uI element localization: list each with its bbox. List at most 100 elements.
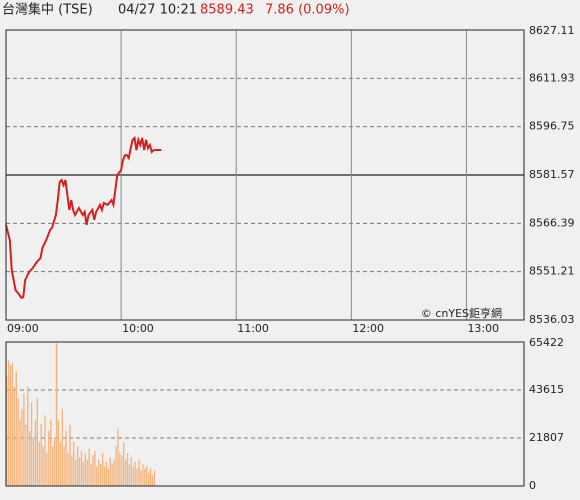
volume-bar [15, 371, 17, 486]
volume-bar [30, 402, 33, 486]
volume-bar [11, 362, 14, 486]
volume-bar [144, 468, 146, 486]
volume-bar [71, 455, 73, 486]
annotation: © cnYES鉅亨網 [421, 306, 502, 320]
y-tick-label: 8536.03 [529, 313, 575, 326]
volume-bar [76, 446, 79, 486]
volume-bar [88, 448, 90, 486]
volume-bar [128, 463, 131, 486]
y-tick-label: 8611.93 [529, 71, 575, 84]
volume-bar [94, 450, 96, 486]
volume-bar [107, 468, 109, 486]
volume-bar [38, 441, 40, 486]
volume-bar [44, 415, 46, 486]
volume-bar [134, 461, 136, 486]
volume-bar [69, 424, 71, 486]
volume-bar [34, 419, 37, 486]
index-name: 台灣集中 (TSE) [2, 2, 93, 18]
volume-bar [146, 466, 148, 486]
price-line [5, 135, 162, 299]
y-tick-label: 0 [529, 479, 536, 492]
volume-bar [103, 466, 106, 486]
volume-bar [13, 386, 15, 486]
volume-bar [124, 459, 127, 486]
volume-bar [50, 419, 52, 486]
volume-bar [21, 408, 23, 486]
volume-bar [98, 459, 100, 486]
volume-bar [23, 393, 25, 486]
volume-bar [123, 441, 125, 486]
volume-bar [140, 470, 142, 486]
volume-bar [57, 419, 60, 486]
volume-bar [86, 459, 88, 486]
volume-bar [136, 468, 138, 486]
volume-bar [82, 461, 85, 486]
volume-bar [147, 472, 150, 486]
volume-bar [48, 430, 50, 486]
volume-bar [67, 452, 69, 486]
volume-bar [63, 446, 65, 486]
volume-bar [115, 446, 117, 486]
volume-bar [36, 397, 38, 486]
volume-bar [32, 437, 35, 486]
volume-bar [6, 375, 8, 486]
y-tick-label: 8581.57 [529, 168, 575, 181]
volume-bar [101, 452, 104, 486]
volume-bar [17, 397, 19, 486]
volume-bar [65, 430, 67, 486]
volume-bar [90, 463, 92, 486]
volume-bar [25, 424, 27, 486]
volume-bar [92, 455, 94, 486]
volume-bar [7, 360, 10, 486]
y-tick-label: 43615 [529, 383, 564, 396]
volume-bar [138, 459, 140, 486]
volume-bar [53, 437, 56, 486]
plot-border [5, 341, 525, 487]
volume-bar [151, 474, 154, 486]
x-tick-label: 13:00 [467, 322, 499, 335]
y-tick-label: 8627.11 [529, 24, 575, 37]
volume-bar [142, 463, 144, 486]
y-tick-label: 8596.75 [529, 120, 575, 133]
volume-bar [19, 419, 21, 486]
volume-bar [9, 364, 12, 486]
volume-bar [73, 441, 75, 486]
volume-bar [113, 459, 115, 486]
price: 8589.43 [200, 3, 254, 18]
volume-bar [130, 457, 133, 486]
volume-bar [59, 441, 62, 486]
volume-bar [52, 446, 54, 486]
volume-bar [105, 461, 108, 486]
volume-bar [121, 455, 123, 486]
change: 7.86 (0.09%) [265, 3, 350, 18]
volume-bar [29, 430, 31, 486]
y-tick-label: 65422 [529, 336, 564, 349]
volume-bar [132, 466, 134, 486]
x-tick-label: 10:00 [122, 322, 154, 335]
volume-bar [96, 466, 98, 486]
volume-bar [80, 450, 83, 486]
volume-bar [117, 428, 119, 486]
volume-bar [119, 452, 121, 486]
datetime: 04/27 10:21 [118, 3, 197, 18]
volume-bar [55, 342, 58, 486]
y-tick-label: 8566.39 [529, 216, 575, 229]
volume-bar [75, 459, 77, 486]
volume-bar [153, 470, 156, 486]
volume-bar [149, 468, 152, 486]
volume-bar [126, 452, 129, 486]
x-tick-label: 09:00 [7, 322, 39, 335]
volume-bar [42, 446, 44, 486]
volume-bar [61, 408, 63, 486]
x-tick-label: 12:00 [352, 322, 384, 335]
plot-border [5, 29, 525, 321]
y-tick-label: 8551.21 [529, 265, 575, 278]
volume-bar [78, 457, 81, 486]
volume-bar [27, 386, 29, 486]
volume-bar [100, 463, 102, 486]
y-tick-label: 21807 [529, 431, 564, 444]
volume-bar [111, 463, 113, 486]
volume-bar [40, 424, 42, 486]
